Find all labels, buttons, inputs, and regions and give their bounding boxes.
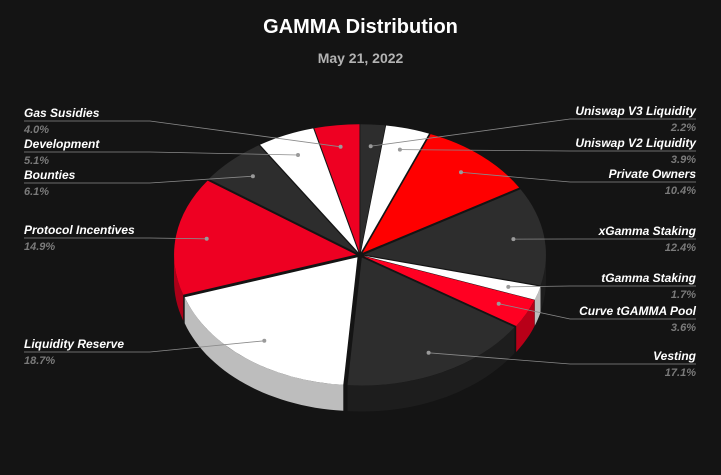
leader-dot-6 bbox=[426, 350, 431, 355]
leader-dot-0 bbox=[368, 144, 373, 149]
leader-dot-11 bbox=[338, 144, 343, 149]
slice-value-7: 18.7% bbox=[24, 355, 55, 367]
pie-slice-1[interactable] bbox=[361, 125, 429, 253]
slice-label-6: Vesting bbox=[653, 349, 697, 363]
slice-label-3: xGamma Staking bbox=[598, 224, 697, 238]
pie-side-3 bbox=[540, 254, 546, 312]
pie-slice-0[interactable] bbox=[360, 124, 386, 253]
leader-line-2 bbox=[460, 171, 696, 183]
pie-labels: Uniswap V3 Liquidity 2.2% Uniswap V2 Liqui… bbox=[23, 104, 697, 379]
slice-label-2: Private Owners bbox=[609, 167, 697, 181]
leader-dot-7 bbox=[262, 338, 267, 343]
slice-label-9: Bounties bbox=[24, 168, 76, 182]
leader-line-5 bbox=[498, 303, 696, 320]
slice-label-1: Uniswap V2 Liquidity bbox=[575, 136, 697, 150]
slice-value-1: 3.9% bbox=[671, 154, 696, 166]
leader-line-0 bbox=[370, 118, 696, 147]
chart-subtitle: May 21, 2022 bbox=[317, 50, 404, 66]
pie-slice-3[interactable] bbox=[364, 189, 546, 286]
pie-slice-8[interactable] bbox=[174, 180, 356, 295]
slice-value-9: 6.1% bbox=[24, 186, 49, 198]
leader-dot-5 bbox=[496, 301, 501, 306]
pie-slice-5[interactable] bbox=[363, 256, 535, 326]
slice-label-7: Liquidity Reserve bbox=[24, 337, 124, 351]
pie-side-8 bbox=[174, 254, 184, 321]
slice-label-0: Uniswap V3 Liquidity bbox=[575, 104, 697, 118]
slice-value-10: 5.1% bbox=[24, 155, 49, 167]
slice-value-11: 4.0% bbox=[23, 124, 49, 136]
leader-line-8 bbox=[24, 237, 207, 240]
slice-value-8: 14.9% bbox=[24, 241, 55, 253]
pie-slice-6[interactable] bbox=[347, 257, 515, 386]
pie-side-7 bbox=[184, 297, 344, 411]
pie-slice-10[interactable] bbox=[260, 128, 359, 253]
pie-slice-11[interactable] bbox=[314, 124, 360, 253]
leader-line-7 bbox=[24, 340, 265, 353]
leader-line-11 bbox=[24, 120, 341, 148]
leader-line-4 bbox=[508, 285, 696, 288]
leader-dot-10 bbox=[296, 153, 300, 157]
leader-dot-3 bbox=[511, 237, 516, 242]
slice-label-8: Protocol Incentives bbox=[24, 223, 135, 237]
pie-side-4 bbox=[534, 286, 541, 326]
leader-dot-9 bbox=[250, 174, 255, 179]
pie-slices bbox=[174, 124, 546, 386]
leader-line-10 bbox=[24, 151, 299, 156]
slice-label-11: Gas Susidies bbox=[24, 106, 100, 120]
slice-value-4: 1.7% bbox=[671, 289, 696, 301]
slice-label-5: Curve tGAMMA Pool bbox=[579, 304, 697, 318]
slice-value-0: 2.2% bbox=[670, 122, 696, 134]
pie-slice-7[interactable] bbox=[184, 257, 358, 385]
chart-title: GAMMA Distribution bbox=[263, 16, 458, 38]
pie-slice-9[interactable] bbox=[208, 145, 358, 253]
slice-value-6: 17.1% bbox=[665, 367, 696, 379]
pie-side-6 bbox=[347, 327, 515, 412]
leader-dot-8 bbox=[204, 236, 209, 241]
slice-label-10: Development bbox=[24, 137, 100, 151]
slice-label-4: tGamma Staking bbox=[601, 271, 696, 285]
pie-slice-4[interactable] bbox=[363, 255, 541, 300]
slice-value-2: 10.4% bbox=[665, 185, 696, 197]
leader-line-6 bbox=[428, 352, 696, 365]
pie-sides bbox=[174, 254, 546, 412]
pie-slice-2[interactable] bbox=[362, 134, 520, 253]
pie-side-5 bbox=[516, 300, 535, 352]
leader-dot-1 bbox=[397, 147, 402, 152]
slice-value-5: 3.6% bbox=[671, 322, 696, 334]
slice-value-3: 12.4% bbox=[665, 242, 696, 254]
leader-dot-2 bbox=[459, 170, 463, 175]
leader-dot-4 bbox=[506, 284, 511, 289]
leader-line-1 bbox=[399, 149, 696, 152]
leader-line-9 bbox=[24, 175, 253, 184]
